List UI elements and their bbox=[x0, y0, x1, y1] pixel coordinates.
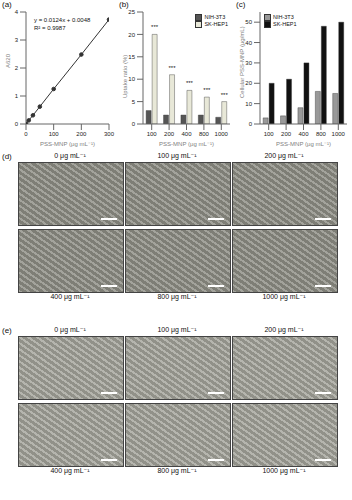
svg-text:0: 0 bbox=[15, 121, 19, 127]
html-text:100 μg mL⁻¹: 100 μg mL⁻¹ bbox=[157, 152, 197, 159]
svg-text:30: 30 bbox=[245, 60, 252, 66]
svg-text:***: *** bbox=[169, 65, 177, 71]
svg-text:PSS-MNP (μg mL⁻¹): PSS-MNP (μg mL⁻¹) bbox=[276, 141, 331, 147]
html-text:0 μg mL⁻¹: 0 μg mL⁻¹ bbox=[54, 152, 86, 159]
html-text:(c): (c) bbox=[236, 0, 246, 9]
html-text:y = 0.0124x + 0.0048: y = 0.0124x + 0.0048 bbox=[34, 17, 91, 23]
svg-text:***: *** bbox=[203, 87, 211, 93]
svg-text:40: 40 bbox=[245, 40, 252, 46]
html-text:SK-HEP1: SK-HEP1 bbox=[204, 21, 228, 27]
svg-text:200: 200 bbox=[76, 131, 87, 137]
svg-text:1000: 1000 bbox=[332, 131, 344, 137]
svg-text:0: 0 bbox=[249, 121, 253, 127]
svg-text:100: 100 bbox=[49, 131, 60, 137]
svg-text:***: *** bbox=[186, 80, 194, 86]
svg-text:20: 20 bbox=[245, 80, 252, 86]
svg-text:10: 10 bbox=[245, 101, 252, 107]
html-text:SK-HEP1: SK-HEP1 bbox=[273, 21, 297, 27]
svg-text:PSS-MNP (μg mL⁻¹): PSS-MNP (μg mL⁻¹) bbox=[40, 141, 95, 147]
svg-text:25: 25 bbox=[128, 9, 135, 15]
html-text:400 μg mL⁻¹: 400 μg mL⁻¹ bbox=[50, 467, 90, 474]
html-text:200 μg mL⁻¹: 200 μg mL⁻¹ bbox=[264, 152, 304, 159]
html-text:(e): (e) bbox=[2, 326, 12, 335]
svg-text:10: 10 bbox=[128, 76, 135, 82]
svg-text:3: 3 bbox=[15, 37, 19, 43]
svg-text:0: 0 bbox=[132, 121, 136, 127]
svg-text:PSS-MNP (μg mL⁻¹): PSS-MNP (μg mL⁻¹) bbox=[159, 141, 214, 147]
svg-text:200: 200 bbox=[281, 131, 292, 137]
svg-text:15: 15 bbox=[128, 54, 135, 60]
svg-text:1000: 1000 bbox=[215, 131, 229, 137]
svg-text:2: 2 bbox=[15, 65, 19, 71]
svg-text:4: 4 bbox=[15, 9, 19, 15]
svg-text:Cellular PSS-MNP (μg/mL): Cellular PSS-MNP (μg/mL) bbox=[239, 26, 245, 98]
svg-text:800: 800 bbox=[199, 131, 210, 137]
svg-text:100: 100 bbox=[147, 131, 158, 137]
svg-text:100: 100 bbox=[264, 131, 275, 137]
svg-text:0: 0 bbox=[24, 131, 28, 137]
html-text:(d): (d) bbox=[2, 152, 12, 161]
svg-text:A620: A620 bbox=[8, 53, 11, 68]
svg-text:Uptake ratio (%): Uptake ratio (%) bbox=[122, 55, 128, 98]
html-text:400 μg mL⁻¹: 400 μg mL⁻¹ bbox=[50, 293, 90, 300]
svg-text:***: *** bbox=[151, 24, 159, 30]
html-text:200 μg mL⁻¹: 200 μg mL⁻¹ bbox=[264, 326, 304, 333]
svg-text:1: 1 bbox=[15, 93, 19, 99]
html-text:(b): (b) bbox=[119, 0, 129, 9]
svg-text:***: *** bbox=[221, 92, 229, 98]
svg-text:20: 20 bbox=[128, 32, 135, 38]
html-text:R² = 0.9987: R² = 0.9987 bbox=[34, 25, 66, 31]
html-text:0 μg mL⁻¹: 0 μg mL⁻¹ bbox=[54, 326, 86, 333]
html-text:NIH-3T3: NIH-3T3 bbox=[273, 14, 294, 20]
html-text:(a): (a) bbox=[2, 0, 12, 9]
svg-text:300: 300 bbox=[104, 131, 115, 137]
html-text:NIH-3T3: NIH-3T3 bbox=[204, 14, 226, 20]
svg-text:400: 400 bbox=[298, 131, 309, 137]
html-text:1000 μg mL⁻¹: 1000 μg mL⁻¹ bbox=[262, 467, 306, 474]
svg-text:400: 400 bbox=[181, 131, 192, 137]
html-text:1000 μg mL⁻¹: 1000 μg mL⁻¹ bbox=[262, 293, 306, 300]
svg-text:5: 5 bbox=[132, 99, 136, 105]
html-text:800 μg mL⁻¹: 800 μg mL⁻¹ bbox=[157, 293, 197, 300]
html-text:800 μg mL⁻¹: 800 μg mL⁻¹ bbox=[157, 467, 197, 474]
svg-text:800: 800 bbox=[316, 131, 327, 137]
html-text:100 μg mL⁻¹: 100 μg mL⁻¹ bbox=[157, 326, 197, 333]
svg-text:200: 200 bbox=[164, 131, 175, 137]
svg-text:50: 50 bbox=[245, 19, 252, 25]
